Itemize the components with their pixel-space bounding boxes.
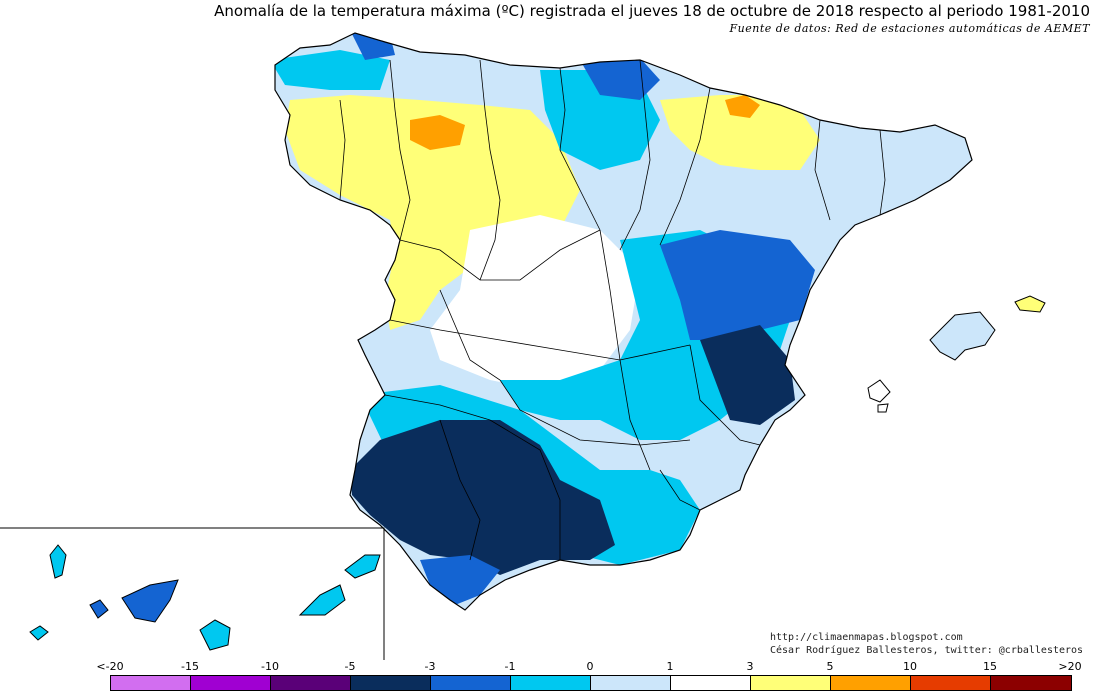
blog-credit: http://climaenmapas.blogspot.com — [770, 632, 963, 643]
legend-tick-label: -1 — [504, 660, 516, 673]
spain-coastline — [274, 32, 973, 611]
legend-tick-label: -15 — [181, 660, 199, 673]
legend-segment — [991, 676, 1071, 690]
legend-tick-label: 15 — [983, 660, 997, 673]
legend-segment — [751, 676, 831, 690]
anomaly-map — [0, 32, 1046, 660]
legend-segment — [511, 676, 591, 690]
legend-segment — [591, 676, 671, 690]
legend-segment — [351, 676, 431, 690]
legend-tick-label: 10 — [903, 660, 917, 673]
mainland-anomaly-fill — [275, 33, 972, 610]
legend-segment — [191, 676, 271, 690]
legend-tick-label: -10 — [261, 660, 279, 673]
legend-segment — [911, 676, 991, 690]
legend-tick-label: >20 — [1058, 660, 1082, 673]
map-title: Anomalía de la temperatura máxima (ºC) r… — [214, 2, 1090, 20]
legend-segment — [671, 676, 751, 690]
data-source: Fuente de datos: Red de estaciones autom… — [729, 22, 1090, 35]
legend-segment — [111, 676, 191, 690]
canary-inset — [0, 527, 385, 660]
legend-tick-label: 5 — [826, 660, 834, 673]
author-credit: César Rodríguez Ballesteros, twitter: @c… — [770, 645, 1084, 656]
legend-tick-label: 1 — [666, 660, 674, 673]
province-borders — [339, 59, 886, 561]
balearic-islands — [867, 295, 1046, 413]
legend-tick-label: 0 — [586, 660, 594, 673]
legend-tick-label: <-20 — [96, 660, 124, 673]
legend-segment — [271, 676, 351, 690]
legend-segment — [431, 676, 511, 690]
legend-segment — [831, 676, 911, 690]
legend-color-bar — [110, 675, 1072, 691]
legend-tick-label: 3 — [746, 660, 754, 673]
legend-tick-label: -5 — [344, 660, 356, 673]
legend-tick-label: -3 — [424, 660, 436, 673]
